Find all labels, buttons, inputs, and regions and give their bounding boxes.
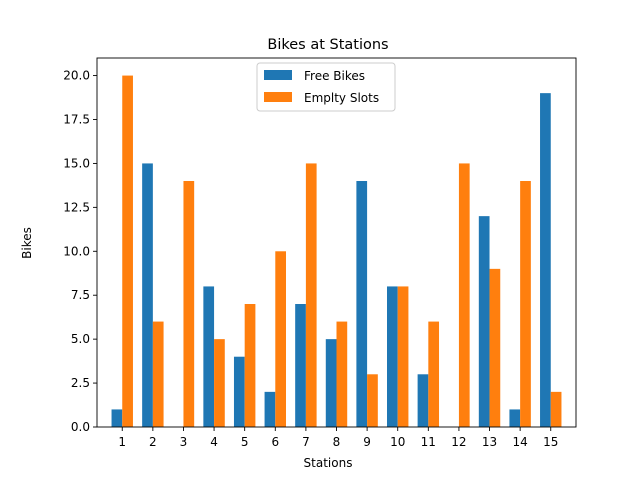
- y-tick-label: 0.0: [71, 420, 90, 434]
- bar-empty-slots-station-5: [244, 304, 256, 427]
- bar-empty-slots-station-12: [458, 163, 470, 427]
- bar-empty-slots-station-10: [397, 286, 409, 427]
- bar-empty-slots-station-9: [367, 374, 378, 427]
- x-tick-label: 4: [210, 435, 218, 449]
- bar-empty-slots-station-8: [336, 321, 348, 427]
- x-tick-label: 5: [241, 435, 249, 449]
- x-tick-label: 11: [421, 435, 436, 449]
- bar-free-bikes-station-1: [111, 409, 123, 427]
- x-tick-label: 6: [271, 435, 279, 449]
- legend-label-empty-slots: Emplty Slots: [304, 91, 379, 105]
- bar-empty-slots-station-2: [152, 321, 164, 427]
- bar-empty-slots-station-13: [489, 268, 501, 427]
- legend-label-free-bikes: Free Bikes: [304, 69, 365, 83]
- x-tick-label: 15: [543, 435, 558, 449]
- bar-free-bikes-station-4: [203, 286, 215, 427]
- bar-free-bikes-station-5: [233, 356, 245, 427]
- x-tick-label: 9: [363, 435, 371, 449]
- bar-empty-slots-station-1: [122, 75, 133, 427]
- bar-free-bikes-station-10: [387, 286, 398, 427]
- bar-free-bikes-station-6: [264, 391, 276, 427]
- x-tick-label: 8: [333, 435, 341, 449]
- bar-empty-slots-station-6: [275, 251, 286, 427]
- y-tick-label: 20.0: [63, 69, 90, 83]
- bar-free-bikes-station-13: [478, 216, 490, 427]
- x-tick-label: 2: [149, 435, 157, 449]
- y-tick-label: 5.0: [71, 332, 90, 346]
- bar-free-bikes-station-2: [142, 163, 153, 427]
- legend-swatch-free-bikes: [264, 70, 292, 80]
- x-tick-label: 10: [390, 435, 405, 449]
- y-axis-label: Bikes: [20, 227, 34, 259]
- bar-free-bikes-station-7: [295, 304, 306, 427]
- bar-empty-slots-station-3: [183, 181, 195, 427]
- x-tick-label: 12: [451, 435, 466, 449]
- y-tick-label: 2.5: [71, 376, 90, 390]
- x-tick-label: 1: [118, 435, 126, 449]
- legend: Free Bikes Emplty Slots: [256, 62, 396, 112]
- x-tick-label: 13: [482, 435, 497, 449]
- bar-empty-slots-station-7: [305, 163, 317, 427]
- bar-empty-slots-station-14: [520, 181, 531, 427]
- x-tick-label: 3: [180, 435, 188, 449]
- chart-title: Bikes at Stations: [267, 37, 388, 53]
- y-tick-label: 10.0: [63, 244, 90, 258]
- bar-free-bikes-station-14: [509, 409, 521, 427]
- bar-empty-slots-station-4: [214, 339, 225, 427]
- bar-free-bikes-station-11: [417, 374, 429, 427]
- y-axis-ticks: 0.0 2.5 5.0 7.5 10.0 12.5 15.0 17.5 20.0: [63, 69, 97, 434]
- x-axis-label: Stations: [304, 456, 353, 470]
- bars-layer: [111, 75, 562, 427]
- y-tick-label: 12.5: [63, 200, 90, 214]
- x-tick-label: 14: [513, 435, 528, 449]
- bar-free-bikes-station-9: [356, 181, 368, 427]
- x-tick-label: 7: [302, 435, 310, 449]
- y-tick-label: 7.5: [71, 288, 90, 302]
- bar-free-bikes-station-8: [325, 339, 337, 427]
- y-tick-label: 17.5: [63, 113, 90, 127]
- y-tick-label: 15.0: [63, 156, 90, 170]
- bar-free-bikes-station-15: [540, 93, 551, 427]
- x-axis-ticks: 1 2 3 4 5 6 7 8 9 10 11 12 13 14 15: [118, 427, 558, 449]
- bar-empty-slots-station-15: [550, 391, 562, 427]
- bar-empty-slots-station-11: [428, 321, 440, 427]
- legend-swatch-empty-slots: [264, 92, 292, 102]
